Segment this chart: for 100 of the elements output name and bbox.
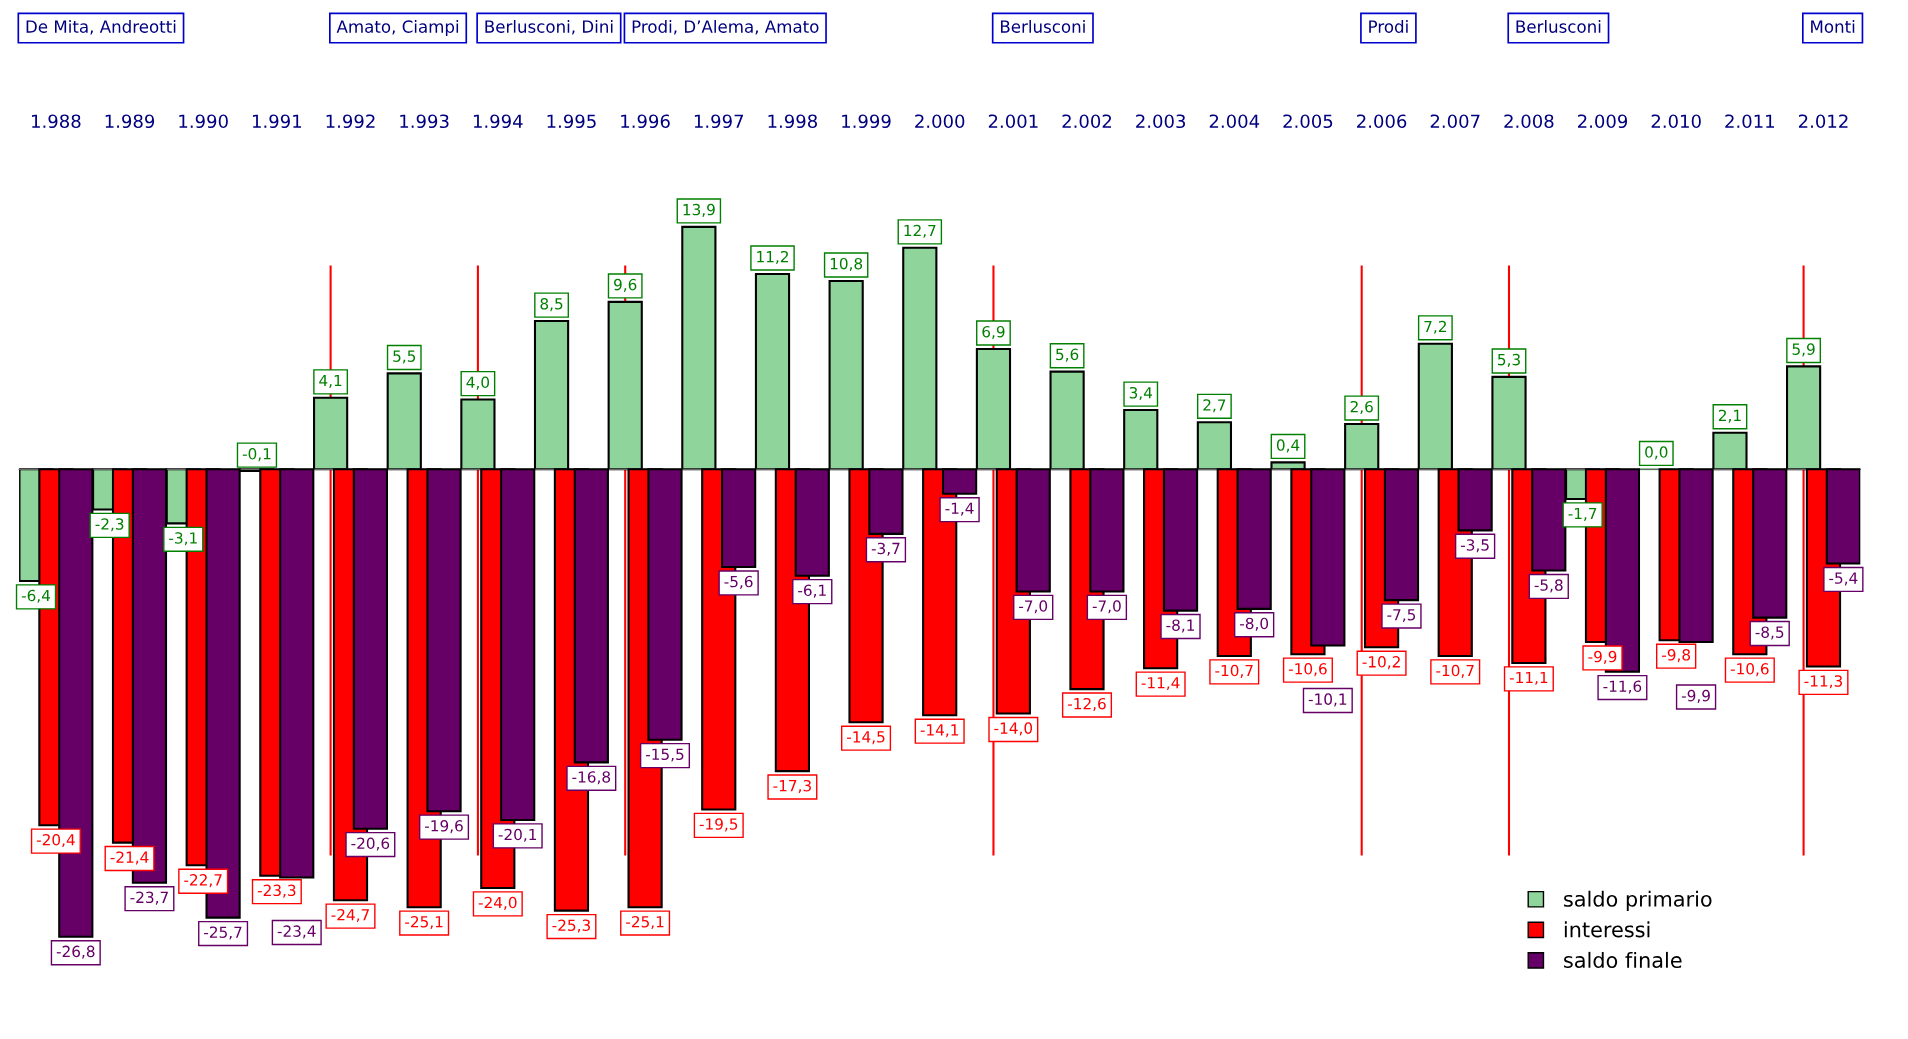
data-label: -10,6 bbox=[1730, 663, 1769, 677]
data-label: -5,8 bbox=[1534, 579, 1563, 593]
data-label: -20,6 bbox=[351, 837, 390, 851]
data-label: -19,5 bbox=[699, 818, 738, 832]
data-label: -8,0 bbox=[1240, 617, 1269, 631]
legend-label: saldo finale bbox=[1564, 951, 1682, 968]
data-label: 2,1 bbox=[1718, 409, 1741, 423]
data-label: -1,7 bbox=[1568, 507, 1597, 521]
x-tick-label: 1.996 bbox=[621, 114, 670, 129]
data-label: 13,9 bbox=[683, 203, 715, 217]
data-label: -6,1 bbox=[798, 584, 826, 598]
data-label: -1,4 bbox=[945, 502, 974, 516]
x-tick-label: 1.990 bbox=[179, 114, 228, 129]
x-tick-label: 2.007 bbox=[1430, 114, 1480, 129]
data-label: -3,7 bbox=[871, 542, 900, 556]
data-label: -11,1 bbox=[1509, 671, 1548, 685]
x-tick-label: 2.004 bbox=[1209, 114, 1260, 129]
x-tick-label: 1.999 bbox=[842, 114, 891, 129]
x-tick-label: 2.010 bbox=[1651, 114, 1701, 129]
data-label: -10,7 bbox=[1215, 664, 1253, 678]
data-label: 5,6 bbox=[1056, 348, 1079, 362]
data-label: -17,3 bbox=[773, 779, 811, 794]
data-label: -7,0 bbox=[1092, 600, 1121, 614]
text: Prodi bbox=[1369, 19, 1408, 33]
data-label: -19,6 bbox=[425, 820, 463, 834]
data-label: 5,9 bbox=[1792, 343, 1815, 357]
data-label: -2,3 bbox=[95, 518, 124, 532]
x-tick-label: 1.992 bbox=[326, 114, 375, 129]
data-label: 6,9 bbox=[982, 325, 1005, 340]
data-label: -25,1 bbox=[626, 915, 664, 930]
x-tick-label: 1.991 bbox=[252, 114, 302, 129]
data-label: -0,1 bbox=[242, 448, 271, 462]
data-label: -14,0 bbox=[994, 722, 1033, 736]
x-tick-label: 2.006 bbox=[1357, 114, 1407, 129]
data-label: -21,4 bbox=[110, 851, 149, 865]
data-label: -7,5 bbox=[1387, 609, 1416, 623]
data-label: -25,7 bbox=[204, 926, 242, 940]
x-tick-label: 2.000 bbox=[915, 114, 965, 129]
text: Berlusconi, Dini bbox=[485, 19, 613, 35]
data-label: 4,0 bbox=[466, 376, 490, 390]
data-label: -10,1 bbox=[1308, 693, 1347, 707]
legend-label: interessi bbox=[1564, 921, 1650, 938]
data-label: -11,4 bbox=[1141, 677, 1180, 691]
data-label: 3,4 bbox=[1129, 386, 1153, 401]
data-label: -24,7 bbox=[331, 908, 369, 923]
x-tick-label: 1.993 bbox=[400, 114, 449, 129]
data-label: 11,2 bbox=[757, 250, 788, 265]
text: Berlusconi bbox=[1516, 19, 1601, 33]
data-label: 0,0 bbox=[1645, 446, 1668, 460]
data-label: -11,3 bbox=[1804, 675, 1843, 689]
data-label: -3,5 bbox=[1460, 539, 1489, 553]
data-label: -20,1 bbox=[498, 828, 537, 842]
x-tick-label: 2.012 bbox=[1798, 114, 1848, 129]
data-label: -20,4 bbox=[36, 833, 75, 848]
data-label: -9,8 bbox=[1662, 649, 1691, 663]
text: De Mita, Andreotti bbox=[26, 19, 176, 35]
data-label: -6,4 bbox=[21, 589, 51, 603]
data-label: -10,7 bbox=[1436, 664, 1474, 678]
data-label: -25,3 bbox=[552, 919, 590, 933]
x-tick-label: 1.994 bbox=[473, 114, 523, 129]
data-label: -9,9 bbox=[1588, 650, 1617, 664]
x-tick-label: 2.001 bbox=[988, 114, 1038, 129]
data-label: -10,2 bbox=[1362, 656, 1400, 670]
data-label: 4,1 bbox=[319, 374, 342, 388]
data-label: 0,4 bbox=[1276, 439, 1300, 453]
data-label: 2,7 bbox=[1203, 399, 1226, 413]
x-tick-label: 2.011 bbox=[1725, 114, 1774, 129]
data-label: 8,5 bbox=[540, 298, 563, 312]
data-label: -12,6 bbox=[1067, 697, 1106, 712]
text: Monti bbox=[1811, 19, 1855, 33]
data-label: 5,5 bbox=[393, 350, 416, 364]
data-label: -8,1 bbox=[1166, 619, 1195, 633]
text: Berlusconi bbox=[1000, 19, 1085, 33]
data-label: -14,1 bbox=[920, 724, 959, 738]
x-tick-label: 1.995 bbox=[547, 114, 596, 129]
text: Prodi, D’Alema, Amato bbox=[632, 19, 819, 35]
data-label: -26,8 bbox=[56, 945, 95, 959]
data-label: -5,6 bbox=[724, 575, 753, 589]
data-label: -23,4 bbox=[277, 925, 316, 939]
data-label: -10,6 bbox=[1288, 663, 1327, 677]
legend-label: saldo primario bbox=[1564, 890, 1712, 911]
data-label: -14,5 bbox=[847, 731, 885, 745]
data-label: -11,6 bbox=[1603, 680, 1642, 694]
data-label: 12,7 bbox=[904, 224, 936, 238]
x-tick-label: 2.002 bbox=[1062, 114, 1112, 129]
x-tick-label: 1.988 bbox=[32, 114, 81, 129]
data-label: 9,6 bbox=[614, 278, 637, 292]
data-label: -23,7 bbox=[130, 891, 168, 905]
x-tick-label: 2.005 bbox=[1283, 114, 1333, 129]
data-label: -7,0 bbox=[1019, 600, 1048, 614]
data-label: -22,7 bbox=[184, 874, 222, 888]
data-label: -16,8 bbox=[572, 771, 611, 785]
data-label: -23,3 bbox=[257, 884, 296, 898]
x-tick-label: 1.989 bbox=[105, 114, 155, 129]
x-tick-label: 2.009 bbox=[1578, 114, 1628, 129]
data-label: 2,6 bbox=[1350, 400, 1373, 415]
x-tick-label: 2.008 bbox=[1504, 114, 1554, 129]
data-label: -5,4 bbox=[1829, 572, 1858, 586]
data-label: 10,8 bbox=[830, 257, 863, 271]
data-label: -25,1 bbox=[405, 915, 443, 930]
